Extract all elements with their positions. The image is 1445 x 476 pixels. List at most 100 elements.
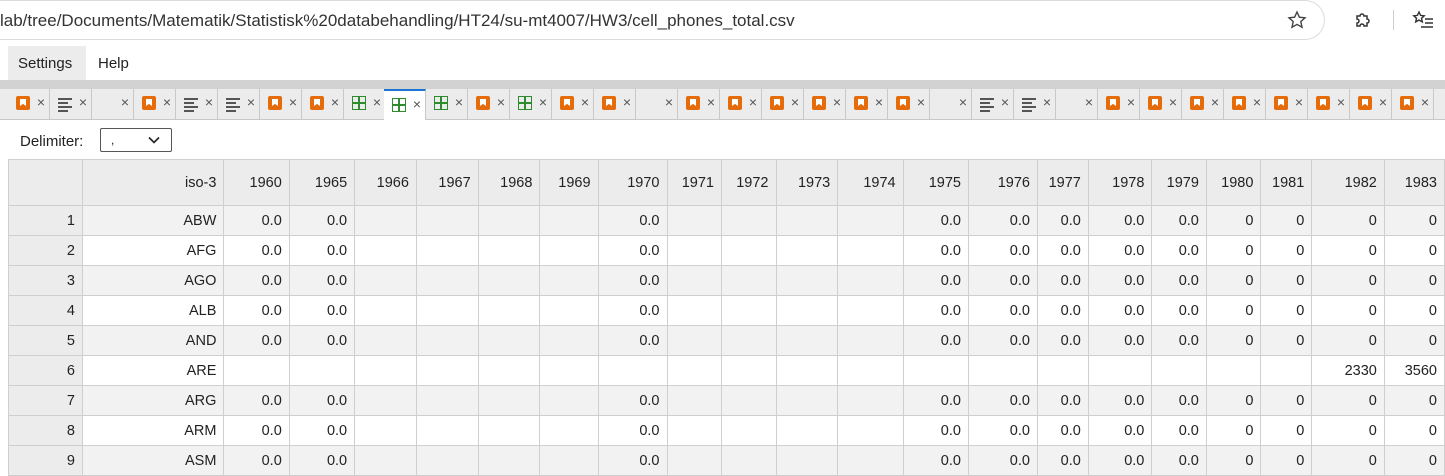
close-tab-icon[interactable]: × <box>664 94 673 110</box>
close-tab-icon[interactable]: × <box>36 94 45 110</box>
table-cell[interactable]: 0.0 <box>902 265 969 296</box>
table-cell[interactable] <box>354 385 417 416</box>
table-cell[interactable]: AFG <box>81 235 225 266</box>
table-cell[interactable]: 0.0 <box>1087 235 1153 266</box>
document-tab[interactable]: × <box>468 89 510 119</box>
table-cell[interactable]: 0.0 <box>288 235 356 266</box>
table-cell[interactable]: 0.0 <box>1151 295 1207 326</box>
table-cell[interactable] <box>415 415 479 446</box>
close-tab-icon[interactable]: × <box>454 94 463 110</box>
table-cell[interactable]: 0.0 <box>1087 325 1153 356</box>
table-cell[interactable] <box>223 355 290 386</box>
table-cell[interactable] <box>477 355 541 386</box>
table-cell[interactable]: 0.0 <box>288 325 356 356</box>
table-cell[interactable] <box>775 355 839 386</box>
table-cell[interactable]: 0.0 <box>1036 265 1089 296</box>
document-tab[interactable]: × <box>510 89 552 119</box>
row-number[interactable]: 5 <box>8 325 83 356</box>
close-tab-icon[interactable]: × <box>1420 94 1429 110</box>
table-cell[interactable]: 0.0 <box>902 415 969 446</box>
table-cell[interactable]: AGO <box>81 265 225 296</box>
table-cell[interactable] <box>837 445 904 476</box>
column-header[interactable]: 1971 <box>666 159 722 206</box>
table-cell[interactable] <box>477 325 541 356</box>
table-cell[interactable] <box>539 445 599 476</box>
table-cell[interactable]: 0.0 <box>967 295 1038 326</box>
column-header[interactable]: 1968 <box>477 159 541 206</box>
table-cell[interactable]: 0.0 <box>967 325 1038 356</box>
table-cell[interactable]: 0 <box>1260 265 1313 296</box>
document-tab[interactable]: × <box>134 89 176 119</box>
close-tab-icon[interactable]: × <box>120 94 129 110</box>
document-tab[interactable]: × <box>1392 89 1434 119</box>
table-cell[interactable] <box>721 265 777 296</box>
close-tab-icon[interactable]: × <box>580 94 589 110</box>
document-tab[interactable]: × <box>804 89 846 119</box>
close-tab-icon[interactable]: × <box>204 94 213 110</box>
table-cell[interactable]: 0.0 <box>902 385 969 416</box>
table-cell[interactable] <box>477 385 541 416</box>
table-cell[interactable]: 0.0 <box>902 295 969 326</box>
table-cell[interactable]: 0 <box>1205 265 1262 296</box>
column-header[interactable]: 1960 <box>223 159 290 206</box>
table-cell[interactable]: 0 <box>1311 325 1385 356</box>
document-tab[interactable]: × <box>1140 89 1182 119</box>
csv-data-grid[interactable]: iso-3 1960 1965 1966 1967 1968 1969 1970 1971 197… <box>8 159 1445 476</box>
document-tab[interactable]: × <box>720 89 762 119</box>
table-cell[interactable]: 0 <box>1205 205 1262 236</box>
table-cell[interactable]: 0.0 <box>223 385 290 416</box>
close-tab-icon[interactable]: × <box>1042 94 1051 110</box>
close-tab-icon[interactable]: × <box>372 94 381 110</box>
table-cell[interactable]: 0 <box>1260 295 1313 326</box>
table-cell[interactable]: 0.0 <box>1151 235 1207 266</box>
table-cell[interactable] <box>1087 355 1153 386</box>
table-cell[interactable]: 0.0 <box>223 295 290 326</box>
document-tab[interactable]: × <box>762 89 804 119</box>
close-tab-icon[interactable]: × <box>622 94 631 110</box>
table-cell[interactable] <box>775 445 839 476</box>
column-header[interactable]: 1974 <box>837 159 904 206</box>
close-tab-icon[interactable]: × <box>1084 94 1093 110</box>
table-cell[interactable] <box>415 235 479 266</box>
table-cell[interactable] <box>477 265 541 296</box>
document-tab[interactable]: × <box>1308 89 1350 119</box>
column-header[interactable]: 1972 <box>721 159 777 206</box>
table-cell[interactable]: 0.0 <box>223 325 290 356</box>
close-tab-icon[interactable]: × <box>1252 94 1261 110</box>
row-number[interactable]: 8 <box>8 415 83 446</box>
table-row[interactable]: 3 AGO 0.0 0.0 0.0 0.0 0.0 0.0 0.0 0.0 0 0 0 0 <box>8 265 1445 296</box>
table-cell[interactable]: 0.0 <box>223 205 290 236</box>
table-cell[interactable] <box>775 205 839 236</box>
close-tab-icon[interactable]: × <box>330 94 339 110</box>
table-cell[interactable]: 0.0 <box>597 295 668 326</box>
menu-help[interactable]: Help <box>98 55 129 72</box>
star-bookmark-icon[interactable] <box>1286 9 1308 31</box>
close-tab-icon[interactable]: × <box>1336 94 1345 110</box>
table-row[interactable]: 4 ALB 0.0 0.0 0.0 0.0 0.0 0.0 0.0 0.0 0 0 0 0 <box>8 295 1445 326</box>
table-cell[interactable] <box>354 295 417 326</box>
table-cell[interactable]: ALB <box>81 295 225 326</box>
table-cell[interactable]: ARM <box>81 415 225 446</box>
table-cell[interactable] <box>539 295 599 326</box>
table-row[interactable]: 7 ARG 0.0 0.0 0.0 0.0 0.0 0.0 0.0 0.0 0 0 0 0 <box>8 385 1445 416</box>
table-cell[interactable] <box>1260 355 1313 386</box>
table-cell[interactable] <box>1151 355 1207 386</box>
table-cell[interactable]: 0.0 <box>1036 445 1089 476</box>
table-cell[interactable]: 0 <box>1311 415 1385 446</box>
table-cell[interactable]: 0.0 <box>1036 415 1089 446</box>
table-cell[interactable] <box>477 415 541 446</box>
table-row[interactable]: 8 ARM 0.0 0.0 0.0 0.0 0.0 0.0 0.0 0.0 0 0 0 0 <box>8 415 1445 446</box>
column-header[interactable]: 1973 <box>775 159 839 206</box>
column-header[interactable]: 1975 <box>902 159 969 206</box>
extensions-puzzle-icon[interactable] <box>1352 9 1374 31</box>
document-tab[interactable]: × <box>1182 89 1224 119</box>
table-cell[interactable] <box>354 325 417 356</box>
table-cell[interactable]: 2330 <box>1311 355 1385 386</box>
table-cell[interactable]: 0 <box>1260 205 1313 236</box>
table-cell[interactable] <box>837 355 904 386</box>
row-number[interactable]: 6 <box>8 355 83 386</box>
table-cell[interactable]: 0.0 <box>1087 205 1153 236</box>
table-cell[interactable]: 0 <box>1311 295 1385 326</box>
table-cell[interactable]: 0.0 <box>223 445 290 476</box>
table-cell[interactable]: 0 <box>1383 445 1445 476</box>
